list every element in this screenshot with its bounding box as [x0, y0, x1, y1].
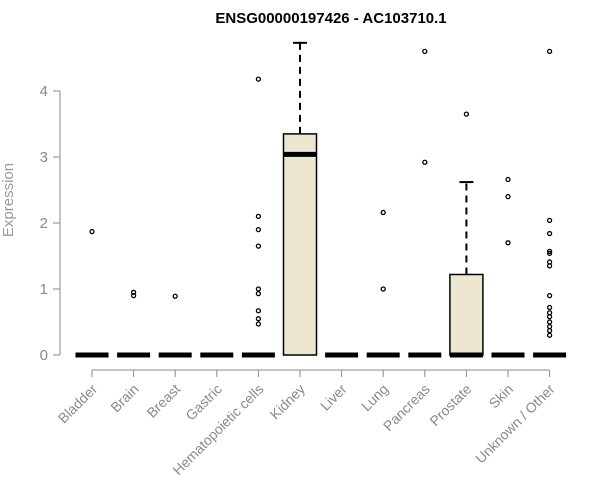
outlier-point [255, 286, 262, 292]
outlier-point [380, 209, 386, 216]
outlier-point [546, 48, 553, 55]
y-tick-label: 2 [40, 215, 48, 232]
outlier-point [255, 213, 262, 220]
y-tick-label: 4 [40, 83, 48, 100]
outlier-point [89, 228, 95, 235]
outlier-point [546, 332, 553, 338]
outlier-point [546, 304, 553, 311]
outlier-point [255, 321, 262, 327]
y-tick-label: 1 [40, 281, 48, 298]
x-tick-label: Liver [317, 381, 350, 414]
outlier-point [422, 48, 428, 55]
outlier-point [255, 316, 262, 322]
y-axis-label: Expression [0, 163, 17, 237]
outlier-point [546, 263, 553, 269]
outlier-point [505, 240, 511, 246]
outlier-point [130, 289, 137, 295]
outlier-point [255, 76, 262, 82]
x-tick-label: Bladder [55, 381, 101, 427]
outlier-point [130, 292, 137, 299]
x-tick-label: Skin [486, 381, 517, 412]
outlier-point [546, 248, 553, 255]
x-tick-label: Prostate [426, 381, 474, 429]
box-group [491, 176, 525, 358]
outlier-point [546, 217, 553, 224]
outlier-point [172, 293, 178, 299]
box-group [282, 41, 318, 356]
box-group [449, 111, 484, 358]
x-tick-label: Unknown / Other [472, 381, 558, 467]
x-tick-label: Kidney [267, 381, 309, 423]
outlier-point [255, 226, 262, 233]
box [282, 133, 318, 356]
box-group [241, 76, 275, 358]
outlier-point [255, 290, 262, 297]
x-tick-label: Brain [107, 381, 141, 415]
box-group [75, 228, 109, 358]
y-tick-label: 3 [40, 149, 48, 166]
outlier-point [463, 111, 470, 117]
boxes [75, 41, 567, 358]
outlier-point [546, 314, 553, 320]
outlier-point [380, 286, 386, 292]
outlier-point [505, 193, 511, 200]
box-group [533, 48, 567, 358]
box-group [366, 209, 400, 358]
box-group [158, 293, 192, 358]
outlier-point [546, 230, 553, 237]
outlier-point [255, 308, 262, 314]
outlier-point [422, 159, 428, 165]
y-tick-label: 0 [40, 347, 48, 364]
outlier-point [546, 292, 553, 299]
outlier-point [546, 327, 553, 334]
box-group [408, 48, 442, 358]
x-tick-label: Lung [358, 381, 391, 414]
x-tick-label: Breast [143, 381, 183, 421]
outlier-point [505, 176, 511, 183]
outlier-point [546, 250, 553, 257]
box-group [117, 289, 151, 358]
outlier-point [255, 243, 262, 249]
chart-title: ENSG00000197426 - AC103710.1 [215, 10, 446, 27]
outlier-point [546, 319, 553, 325]
box [449, 273, 484, 356]
